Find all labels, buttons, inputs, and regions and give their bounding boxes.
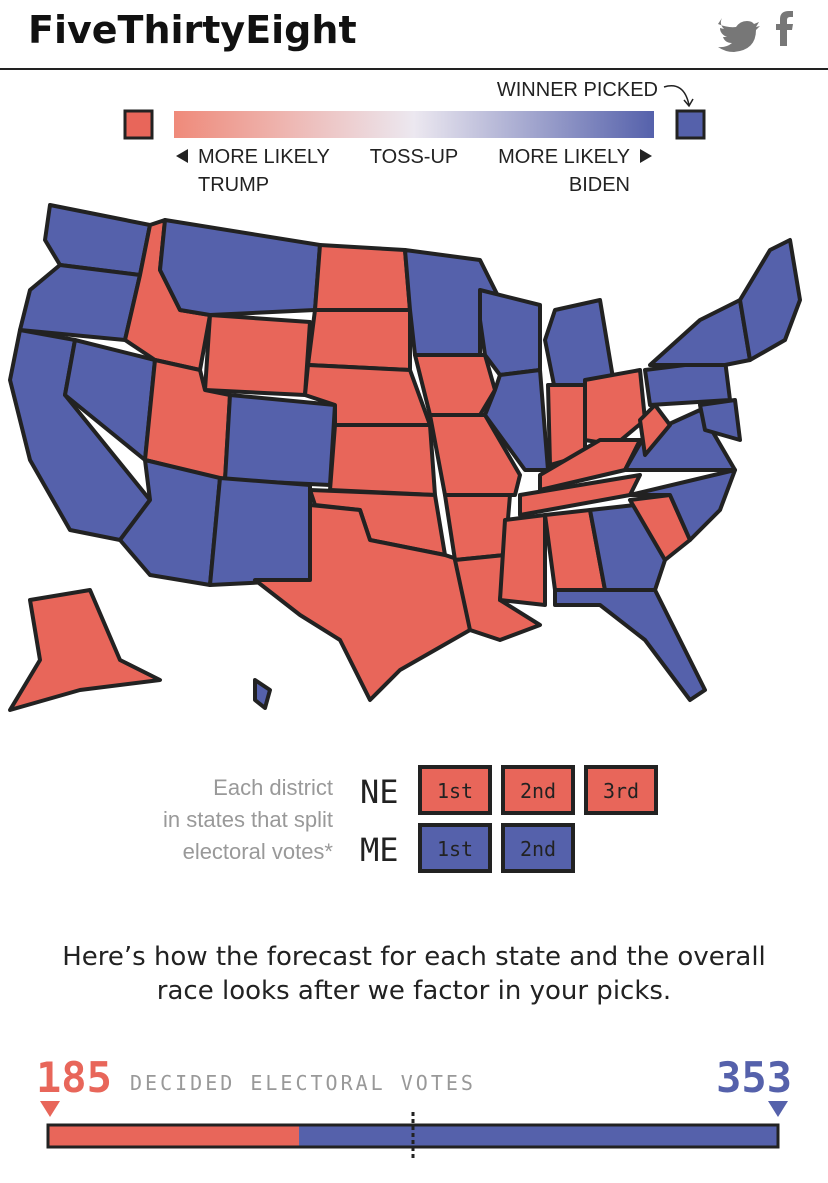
state[interactable] <box>648 298 752 367</box>
message: Here’s how the forecast for each state a… <box>62 942 766 1006</box>
biden-bar <box>299 1125 778 1147</box>
state[interactable] <box>483 368 550 472</box>
state[interactable] <box>253 678 272 710</box>
state[interactable] <box>313 243 412 312</box>
logo[interactable]: FiveThirtyEight <box>28 8 357 52</box>
legend-text: MORE LIKELY <box>198 146 330 168</box>
district-note: in states that split <box>163 807 333 832</box>
state[interactable] <box>428 413 522 497</box>
legend-text: TOSS-UP <box>370 146 459 168</box>
state[interactable] <box>223 393 337 487</box>
district-picker: Each district in states that split elector… <box>163 765 658 873</box>
district-note: Each district <box>213 775 333 800</box>
state-abbr: ME <box>360 831 399 869</box>
twitter-icon[interactable] <box>718 18 760 52</box>
message-line: race looks after we factor in your picks… <box>157 976 671 1006</box>
us-map <box>8 203 802 712</box>
trump-total: 185 <box>36 1053 112 1102</box>
district-button[interactable] <box>501 823 575 873</box>
state[interactable] <box>738 238 802 362</box>
district-note: electoral votes* <box>183 839 334 864</box>
state[interactable] <box>403 248 502 357</box>
tally-label: DECIDED ELECTORAL VOTES <box>130 1071 476 1095</box>
state[interactable] <box>498 513 547 607</box>
legend-text: MORE LIKELY <box>498 146 630 168</box>
state[interactable] <box>553 588 707 702</box>
state[interactable] <box>158 218 322 317</box>
arrow-left <box>176 149 188 163</box>
state[interactable] <box>306 308 412 372</box>
arrow-right <box>640 149 652 163</box>
district-button[interactable] <box>584 765 658 815</box>
message-line: Here’s how the forecast for each state a… <box>62 942 766 972</box>
facebook-icon[interactable] <box>776 11 793 46</box>
state[interactable] <box>638 403 672 457</box>
gradient-scale <box>174 111 654 138</box>
state[interactable] <box>208 476 312 587</box>
biden-total: 353 <box>716 1053 792 1102</box>
district-label: 2nd <box>520 779 556 803</box>
arrow <box>663 85 694 108</box>
district-label: 2nd <box>520 837 556 861</box>
district-button[interactable] <box>418 765 492 815</box>
trump-picked-swatch[interactable] <box>123 109 154 140</box>
state-abbr: NE <box>360 773 399 811</box>
legend-text: BIDEN <box>569 174 630 196</box>
winner-picked-label: WINNER PICKED <box>497 79 658 101</box>
state[interactable] <box>203 313 312 397</box>
district-label: 3rd <box>603 779 639 803</box>
state[interactable] <box>413 353 497 417</box>
district-label: 1st <box>437 779 473 803</box>
electoral-tally: 185 DECIDED ELECTORAL VOTES 353 <box>36 1053 792 1160</box>
state[interactable] <box>583 368 647 447</box>
marker <box>40 1101 60 1117</box>
marker <box>768 1101 788 1117</box>
trump-bar <box>48 1125 300 1147</box>
district-button[interactable] <box>501 765 575 815</box>
legend-text: TRUMP <box>198 174 269 196</box>
district-label: 1st <box>437 837 473 861</box>
state[interactable] <box>253 503 472 702</box>
state[interactable] <box>698 398 742 442</box>
state[interactable] <box>628 468 737 542</box>
district-button[interactable] <box>418 823 492 873</box>
state[interactable] <box>478 288 542 377</box>
state[interactable] <box>8 588 162 712</box>
biden-picked-swatch[interactable] <box>675 109 706 140</box>
state[interactable] <box>443 493 512 562</box>
state[interactable] <box>328 423 437 497</box>
state[interactable] <box>18 263 142 342</box>
